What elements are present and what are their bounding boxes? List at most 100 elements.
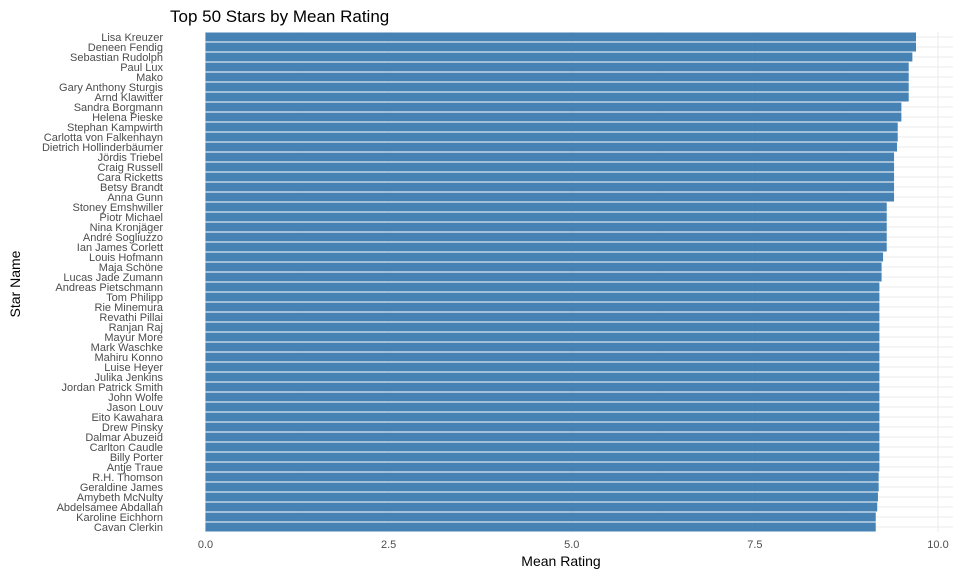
bar — [205, 72, 909, 82]
bar — [205, 472, 879, 482]
y-tick-label: Ranjan Raj — [109, 322, 163, 334]
y-tick-label: Amybeth McNulty — [77, 492, 164, 504]
y-tick-label: Jason Louv — [107, 402, 164, 414]
bar — [205, 172, 895, 182]
bar — [205, 342, 880, 352]
y-tick-label: Eito Kawahara — [91, 412, 163, 424]
bar — [205, 312, 880, 322]
y-tick-label: Craig Russell — [98, 162, 163, 174]
bar — [205, 122, 898, 132]
x-tick-label: 5.0 — [564, 539, 579, 551]
y-tick-label: Maja Schöne — [99, 262, 163, 274]
y-tick-label: Betsy Brandt — [100, 182, 163, 194]
y-tick-label: Stephan Kampwirth — [67, 122, 163, 134]
y-tick-label: Mayur More — [104, 332, 163, 344]
y-tick-label: Helena Pieske — [92, 112, 163, 124]
bar — [205, 322, 880, 332]
bar — [205, 402, 880, 412]
y-tick-label: Cara Ricketts — [97, 172, 164, 184]
x-tick-labels: 0.0 2.5 5.0 7.5 10.0 — [198, 539, 949, 551]
bar — [205, 212, 887, 222]
bar — [205, 192, 895, 202]
y-tick-label: Louis Hofmann — [89, 252, 163, 264]
bar — [205, 112, 902, 122]
bar — [205, 372, 880, 382]
x-tick-label: 0.0 — [198, 539, 213, 551]
bars — [205, 32, 917, 532]
y-tick-label: Andreas Pietschmann — [55, 282, 163, 294]
y-tick-label: Abdelsamee Abdallah — [57, 502, 163, 514]
bar — [205, 302, 880, 312]
y-tick-label: Gary Anthony Sturgis — [59, 82, 163, 94]
bar — [205, 252, 884, 262]
y-tick-label: Cavan Clerkin — [94, 522, 163, 534]
chart-title: Top 50 Stars by Mean Rating — [170, 7, 389, 26]
y-tick-label: Mako — [136, 72, 163, 84]
bar — [205, 42, 917, 52]
bar — [205, 502, 878, 512]
bar — [205, 392, 880, 402]
y-tick-label: Jordan Patrick Smith — [62, 382, 163, 394]
y-tick-label: Geraldine James — [80, 482, 164, 494]
x-tick-label: 7.5 — [747, 539, 762, 551]
y-tick-label: Sebastian Rudolph — [70, 52, 163, 64]
y-tick-label: R.H. Thomson — [92, 472, 163, 484]
bar — [205, 512, 876, 522]
y-tick-label: Tom Philipp — [106, 292, 163, 304]
bar — [205, 432, 880, 442]
y-tick-label: Deneen Fendig — [88, 42, 163, 54]
bar — [205, 132, 898, 142]
y-tick-label: Lisa Kreuzer — [101, 32, 163, 44]
y-tick-label: Rie Minemura — [95, 302, 164, 314]
bar — [205, 102, 902, 112]
bar — [205, 182, 895, 192]
bar — [205, 442, 880, 452]
y-tick-label: Mark Waschke — [91, 342, 163, 354]
x-tick-label: 2.5 — [381, 539, 396, 551]
bar — [205, 262, 882, 272]
y-tick-label: Julika Jenkins — [95, 372, 164, 384]
bar — [205, 522, 876, 532]
bar — [205, 382, 880, 392]
bar — [205, 482, 879, 492]
y-tick-label: Lucas Jade Zumann — [63, 272, 163, 284]
bar — [205, 332, 880, 342]
y-tick-label: Nina Kronjäger — [90, 222, 164, 234]
y-tick-label: Dietrich Hollinderbäumer — [42, 142, 163, 154]
y-tick-label: Jördis Triebel — [98, 152, 163, 164]
bar — [205, 362, 880, 372]
bar — [205, 282, 880, 292]
y-tick-label: Anna Gunn — [107, 192, 163, 204]
y-tick-label: Piotr Michael — [99, 212, 163, 224]
bar — [205, 202, 887, 212]
x-tick-label: 10.0 — [927, 539, 948, 551]
bar — [205, 232, 887, 242]
y-tick-label: Arnd Klawitter — [95, 92, 164, 104]
y-tick-label: Carlton Caudle — [90, 442, 163, 454]
bar — [205, 162, 895, 172]
y-tick-label: Dalmar Abuzeid — [85, 432, 163, 444]
bar — [205, 462, 880, 472]
bar — [205, 92, 909, 102]
y-tick-label: Carlotta von Falkenhayn — [44, 132, 163, 144]
bar — [205, 352, 880, 362]
y-tick-label: Antje Traue — [107, 462, 163, 474]
y-tick-label: Revathi Pillai — [99, 312, 163, 324]
y-tick-label: Ian James Corlett — [77, 242, 163, 254]
bar — [205, 52, 913, 62]
y-tick-label: Drew Pinsky — [102, 422, 164, 434]
y-tick-label: John Wolfe — [108, 392, 163, 404]
y-tick-label: Paul Lux — [120, 62, 163, 74]
bar — [205, 82, 909, 92]
bar — [205, 222, 887, 232]
bar — [205, 272, 882, 282]
bar — [205, 242, 887, 252]
bar — [205, 152, 895, 162]
y-tick-label: Karoline Eichhorn — [76, 512, 163, 524]
y-tick-label: Stoney Emshwiller — [73, 202, 164, 214]
y-tick-label: Sandra Borgmann — [74, 102, 163, 114]
bar — [205, 452, 880, 462]
bar — [205, 422, 880, 432]
